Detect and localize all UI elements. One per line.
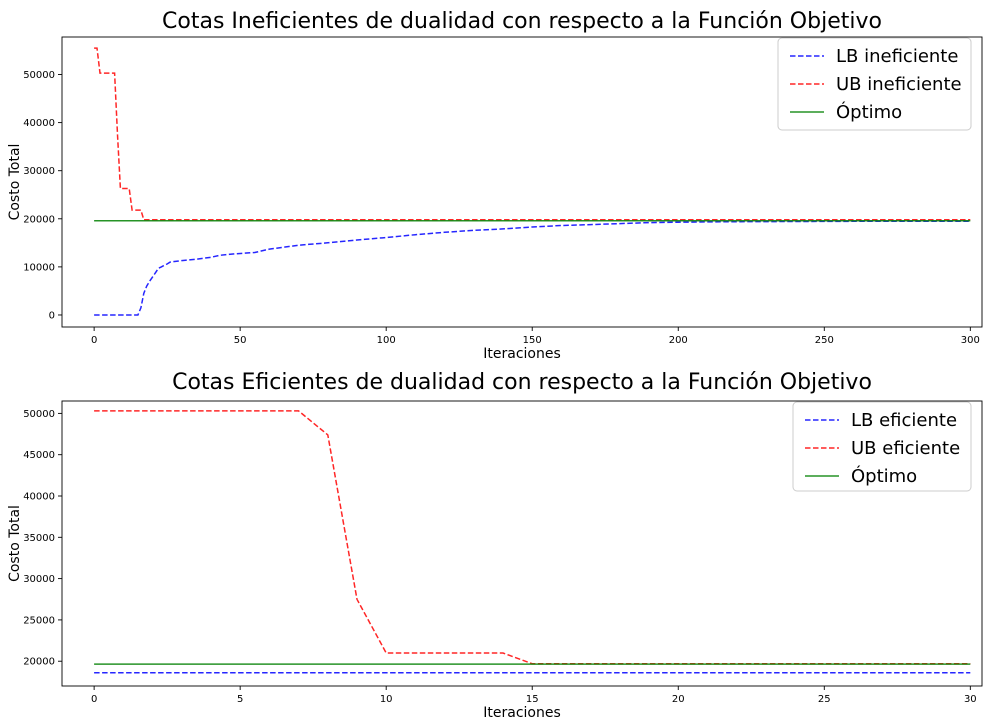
chart-title: Cotas Eficientes de dualidad con respect… [172, 370, 872, 395]
x-axis-label: Iteraciones [483, 705, 561, 721]
y-tick-label: 20000 [23, 657, 55, 668]
x-axis-label: Iteraciones [483, 346, 561, 362]
y-tick-label: 40000 [23, 492, 55, 503]
x-tick-label: 200 [669, 335, 688, 346]
chart-inefficient-bounds: Cotas Ineficientes de dualidad con respe… [7, 9, 983, 362]
x-tick-label: 150 [523, 335, 542, 346]
x-tick-label: 25 [818, 694, 831, 705]
y-tick-label: 50000 [23, 409, 55, 420]
legend: LB ineficiente UB ineficiente Óptimo [777, 37, 972, 131]
x-tick-label: 0 [91, 335, 97, 346]
y-tick-label: 0 [49, 310, 55, 321]
x-tick-label: 5 [237, 694, 243, 705]
series-line-ub-eficiente [94, 410, 971, 665]
series-line-lb-ineficiente [94, 220, 971, 316]
y-tick-label: 30000 [23, 166, 55, 177]
x-tick-label: 50 [234, 335, 247, 346]
series-group [94, 47, 971, 316]
y-tick-label: 20000 [23, 214, 55, 225]
y-tick-label: 50000 [23, 70, 55, 81]
y-tick-label: 45000 [23, 450, 55, 461]
x-tick-label: 30 [964, 694, 977, 705]
legend-label: UB eficiente [851, 438, 960, 459]
legend-label: UB ineficiente [836, 74, 962, 95]
y-tick-label: 30000 [23, 574, 55, 585]
x-tick-label: 100 [377, 335, 396, 346]
y-tick-label: 40000 [23, 118, 55, 129]
x-tick-label: 0 [91, 694, 97, 705]
y-tick-label: 25000 [23, 615, 55, 626]
legend-frame [792, 401, 972, 492]
y-axis-label: Costo Total [7, 505, 23, 582]
legend-frame [777, 37, 972, 131]
legend: LB eficiente UB eficiente Óptimo [792, 401, 972, 492]
x-tick-label: 20 [672, 694, 685, 705]
x-tick-label: 250 [815, 335, 834, 346]
series-line-ub-ineficiente [94, 47, 971, 221]
x-tick-label: 15 [526, 694, 539, 705]
plot-frame [61, 36, 983, 328]
legend-label: LB ineficiente [836, 46, 958, 67]
series-group [94, 410, 971, 674]
plot-frame [61, 400, 983, 687]
x-tick-label: 300 [961, 335, 980, 346]
chart-title: Cotas Ineficientes de dualidad con respe… [162, 9, 882, 34]
chart-efficient-bounds: Cotas Eficientes de dualidad con respect… [7, 370, 983, 721]
legend-label: Óptimo [851, 465, 917, 487]
x-tick-label: 10 [380, 694, 393, 705]
y-tick-label: 10000 [23, 262, 55, 273]
legend-label: Óptimo [836, 101, 902, 123]
legend-label: LB eficiente [851, 410, 957, 431]
y-tick-label: 35000 [23, 533, 55, 544]
y-axis-label: Costo Total [7, 144, 23, 221]
